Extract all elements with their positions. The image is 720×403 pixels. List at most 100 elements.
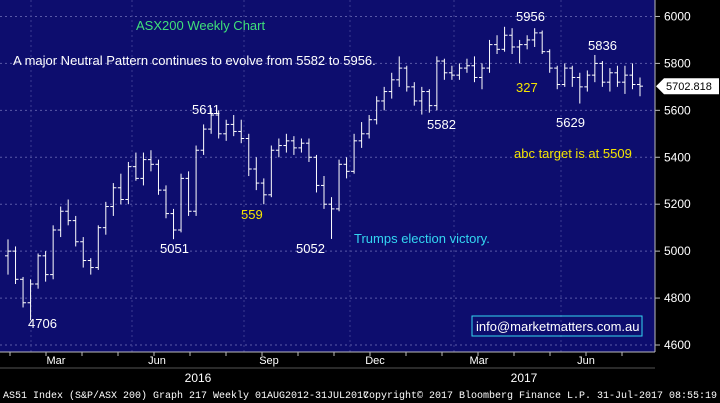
ohlc-bar (606, 68, 613, 92)
last-price-pointer (656, 78, 719, 95)
chart-title: ASX200 Weekly Chart (136, 18, 265, 33)
ohlc-bar (456, 63, 463, 80)
watermark-text: info@marketmatters.com.au (476, 319, 639, 334)
ohlc-bar (42, 251, 49, 282)
ohlc-bar (531, 28, 538, 47)
annotation-4706: 4706 (28, 316, 57, 331)
month-label-mar-2017: Mar (470, 355, 489, 367)
ohlc-bar (290, 136, 297, 155)
annotation-5629: 5629 (556, 115, 585, 130)
ohlc-bar (366, 115, 373, 139)
annotation-327: 327 (516, 80, 538, 95)
ohlc-bar (5, 239, 11, 275)
price-axis-ticks: 4600 4800 5000 5200 5400 5600 5800 6000 (655, 9, 691, 352)
watermark-box (471, 315, 643, 337)
plot-area (0, 0, 655, 352)
price-tick-label-5400: 5400 (664, 150, 691, 164)
price-tick-label-5000: 5000 (664, 244, 691, 258)
ohlc-bar (494, 35, 501, 55)
ohlc-bar (110, 183, 117, 216)
annotation-5052: 5052 (296, 241, 325, 256)
ohlc-bar (381, 86, 388, 111)
ohlc-bar (20, 276, 27, 308)
ohlc-bar (516, 39, 523, 64)
ohlc-bar (539, 30, 546, 55)
ohlc-bar (125, 161, 132, 205)
ohlc-bar (155, 159, 162, 195)
ohlc-bar (65, 199, 72, 226)
ohlc-bar (245, 133, 252, 177)
ohlc-bar (305, 138, 312, 162)
ohlc-bar (208, 107, 215, 134)
ohlc-bar (471, 56, 478, 83)
ohlc-bar (178, 173, 185, 233)
annotation-abc-target: abc target is at 5509 (514, 146, 632, 161)
year-label-2016: 2016 (185, 371, 212, 385)
ohlc-bar (358, 122, 365, 148)
ohlc-bar (87, 258, 94, 275)
price-tick-label-6000: 6000 (664, 9, 691, 23)
ohlc-bar (418, 86, 425, 115)
ohlc-bar (268, 145, 275, 198)
ohlc-bar (373, 96, 380, 125)
annotation-election: Trumps election victory. (354, 231, 490, 246)
ohlc-bar (561, 63, 568, 87)
ohlc-bar (35, 253, 42, 289)
ohlc-series (5, 26, 643, 321)
price-tick-label-4800: 4800 (664, 291, 691, 305)
ohlc-bar (433, 56, 440, 111)
price-tick-label-5800: 5800 (664, 56, 691, 70)
ohlc-bar (283, 133, 290, 153)
ohlc-bar (396, 56, 403, 87)
ohlc-bar (448, 65, 455, 80)
ohlc-bar (140, 152, 147, 186)
ohlc-bar (584, 70, 591, 92)
ohlc-bar (102, 201, 109, 235)
ohlc-bar (27, 279, 34, 321)
ohlc-bar (509, 28, 516, 55)
ohlc-bar (80, 237, 87, 268)
ohlc-bar (546, 49, 553, 73)
ohlc-bar (50, 225, 57, 280)
ohlc-bar (298, 138, 305, 153)
price-tick-label-5600: 5600 (664, 103, 691, 117)
footer-left: AS51 Index (S&P/ASX 200) Graph 217 Weekl… (3, 390, 369, 402)
ohlc-bar (463, 58, 470, 73)
annotation-5836: 5836 (588, 38, 617, 53)
ohlc-bar (343, 157, 350, 179)
annotation-559: 559 (241, 207, 263, 222)
last-price-label: 5702.818 (666, 81, 712, 93)
ohlc-bar (614, 65, 621, 87)
footer-right: Copyright© 2017 Bloomberg Finance L.P. 3… (363, 390, 717, 402)
ohlc-bar (411, 82, 418, 106)
ohlc-bar (200, 124, 207, 155)
last-price-tag: 5702.818 (656, 78, 719, 95)
ohlc-bar (426, 89, 433, 113)
ohlc-bar (12, 246, 19, 284)
ohlc-bar (215, 110, 222, 139)
ohlc-bar (260, 178, 267, 205)
ohlc-bar (163, 185, 169, 219)
ohlc-bar (170, 208, 177, 240)
ohlc-bar (621, 65, 628, 94)
ohlc-bar (629, 63, 636, 90)
annotation-5956: 5956 (516, 9, 545, 24)
ohlc-bar (193, 145, 200, 216)
ohlc-bar (223, 119, 230, 141)
ohlc-bar (501, 26, 508, 52)
ohlc-bar (403, 65, 410, 92)
ohlc-bar (479, 63, 485, 90)
ohlc-bar (388, 72, 395, 99)
ohlc-bar (95, 225, 102, 270)
month-label-mar-2016: Mar (47, 355, 66, 367)
ohlc-bar (117, 173, 124, 205)
ohlc-bar (72, 215, 79, 247)
price-tick-label-4600: 4600 (664, 338, 691, 352)
month-label-dec-2016: Dec (365, 355, 385, 367)
ohlc-bar (57, 206, 64, 238)
annotation-5611: 5611 (192, 102, 220, 117)
ohlc-bar (351, 133, 358, 174)
ohlc-bar (599, 61, 606, 87)
ohlc-bar (591, 54, 598, 83)
